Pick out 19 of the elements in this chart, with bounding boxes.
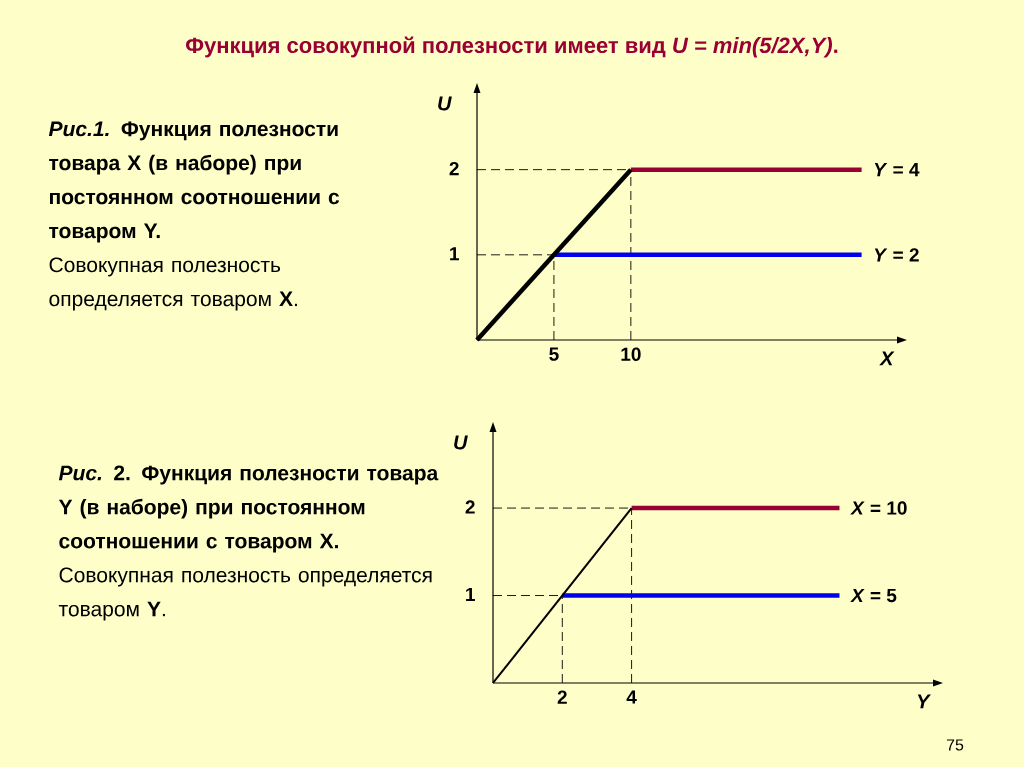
y-axis-title: U [454,435,468,450]
text: Совокупная полезность определяется товаром Y. [58,567,432,621]
series-label: X = 5 [850,588,897,603]
text: Рис.1. Функция полезности товара X (в наборе) при постоянном соотношении с товаром Y. [48,121,340,243]
x-tick-label: 4 [626,690,637,704]
y-tick-label: 1 [450,247,459,261]
x-axis-title: Y [917,694,931,709]
x-tick-label: 5 [549,347,559,361]
series-label: Y = 4 [874,163,920,177]
chart-title: Функция совокупной полезности имеет вид U = min(5/2X,Y). [186,36,838,58]
text: Рис. 2. Функция полезности товара Y (в наборе) при постоянном соотношении с товаром X. [58,465,439,553]
text: 75 [946,739,964,751]
y-tick-label: 1 [466,587,475,601]
y-axis-title: U [438,96,452,111]
text: Совокупная полезность определяется товаром X. [49,257,297,311]
series-label: Y = 2 [874,248,919,262]
series-label: X = 10 [850,501,907,515]
x-tick-label: 10 [621,347,641,361]
x-axis-title: X [879,351,895,366]
